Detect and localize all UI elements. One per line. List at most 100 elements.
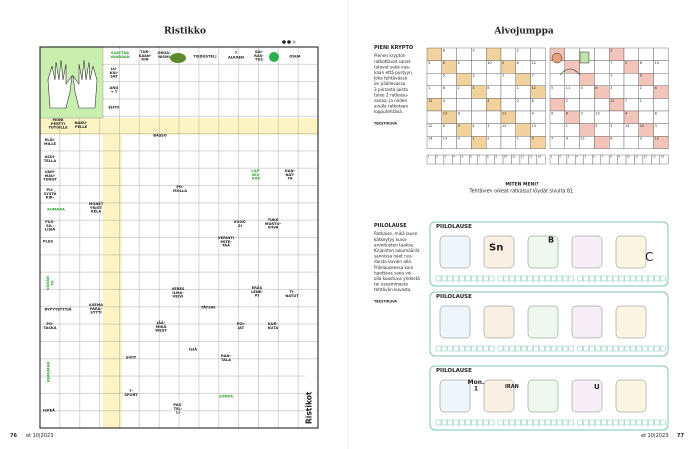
cell-number: 3 [472, 74, 474, 78]
cell-number: 7 [625, 99, 627, 103]
clue: RYPYTETTYJÄ [44, 306, 71, 311]
key-number: 14 [661, 154, 665, 158]
answer-box [556, 275, 563, 282]
answer-box [459, 419, 465, 426]
picture [571, 235, 603, 269]
answer-box [441, 275, 448, 282]
cell-number: 4 [472, 124, 474, 128]
answer-box [577, 419, 583, 426]
cell-number: 8 [443, 48, 445, 52]
key-number: 1 [551, 154, 553, 158]
grid-cell [549, 72, 566, 86]
answer-box [550, 275, 557, 282]
answer-box [556, 345, 563, 352]
cell-number: 6 [610, 137, 612, 141]
key-number: 11 [635, 154, 639, 158]
cell-number: 12 [502, 124, 506, 128]
puzzle-title: PIILOLAUSE [436, 294, 472, 300]
grid-cell [594, 72, 610, 86]
grid-cell [456, 47, 472, 61]
cell-number: 6 [443, 86, 445, 90]
answer-box [550, 419, 557, 426]
answer-box [441, 345, 448, 352]
cell-number: 5 [532, 137, 534, 141]
answer-box [589, 419, 595, 426]
section-heading: PIENI KRYPTO [374, 45, 413, 51]
answer-box [447, 275, 454, 282]
grid-cell [500, 98, 517, 112]
clue: VAM-MAU-TUNUT [43, 170, 57, 182]
grid-cell [609, 110, 625, 124]
answer-box [577, 345, 583, 352]
grid-cell [594, 98, 610, 112]
answer-box [482, 419, 489, 426]
cell-number: 11 [502, 111, 506, 115]
clue: RAN-TALA [221, 354, 232, 362]
answer-box [618, 345, 625, 352]
answer-box [435, 345, 442, 352]
answer-box [601, 275, 607, 282]
answer-box [562, 275, 569, 282]
picture [571, 305, 603, 339]
answer-box [612, 419, 619, 426]
cell-number: 6 [655, 86, 657, 90]
grid-cell [426, 110, 443, 124]
key-number: 11 [512, 154, 516, 158]
answer-box [636, 345, 642, 352]
answer-box [589, 275, 595, 282]
instruction-line: Ratkaise, mikä lause [374, 231, 418, 236]
clue: MONET YRJÖT KELA [89, 202, 104, 214]
cell-number: 3 [472, 86, 474, 90]
answer-box [606, 345, 613, 352]
answer-box [471, 419, 477, 426]
instruction-line: Piilolauseessa kuin [374, 265, 414, 270]
key-number: 1 [428, 154, 430, 158]
clue: VERES ILMA-VEIVI [171, 287, 184, 299]
cell-number: 6 [640, 61, 642, 65]
answer-box [471, 275, 477, 282]
grid-cell [530, 47, 546, 61]
answer-box [660, 419, 666, 426]
grid-cell [623, 135, 640, 149]
grid-cell [515, 72, 531, 86]
answer-box [636, 419, 642, 426]
answer-box [642, 419, 648, 426]
clue: ORGA-NISMI [157, 51, 171, 59]
key-number: 8 [610, 154, 612, 158]
answer-box [544, 419, 551, 426]
answer-box [503, 419, 510, 426]
grid-cell [564, 47, 580, 61]
answer-box [533, 345, 539, 352]
answer-box [550, 345, 557, 352]
clue: TUR-KAAN-KIN [139, 50, 152, 62]
instruction-line: duista kuvien alla. [374, 259, 412, 264]
answer-box [568, 275, 575, 282]
clue: ASEMA PARA-SYTTI [89, 303, 103, 315]
answer-box [465, 275, 471, 282]
clue: PUS-SIL-LISIA [45, 220, 56, 232]
answer-box [459, 275, 465, 282]
answer-box [521, 275, 527, 282]
answer-box [435, 419, 442, 426]
cell-number: 4 [443, 99, 445, 103]
key-number: 6 [593, 154, 595, 158]
crossword-clues: SAATTAA VAARAAN TUR-KAAN-KIN ORGA-NISMI T… [43, 50, 301, 415]
cell-number: 3 [487, 124, 489, 128]
grid-cell [579, 72, 595, 86]
cell-number: 13 [595, 111, 599, 115]
issue: et 10|2023 [26, 433, 53, 439]
answer-box [539, 275, 545, 282]
key-number: 3 [445, 154, 447, 158]
answer-box [465, 419, 471, 426]
answer-box [503, 275, 510, 282]
rebus-text: B [548, 236, 554, 245]
clue: 7 ALKAEN [228, 51, 244, 60]
cell-number: 1 [610, 74, 612, 78]
answer-box [654, 345, 660, 352]
picture [439, 305, 471, 339]
answer-box [447, 419, 454, 426]
cell-number: 13 [532, 124, 536, 128]
answer-box [568, 419, 575, 426]
